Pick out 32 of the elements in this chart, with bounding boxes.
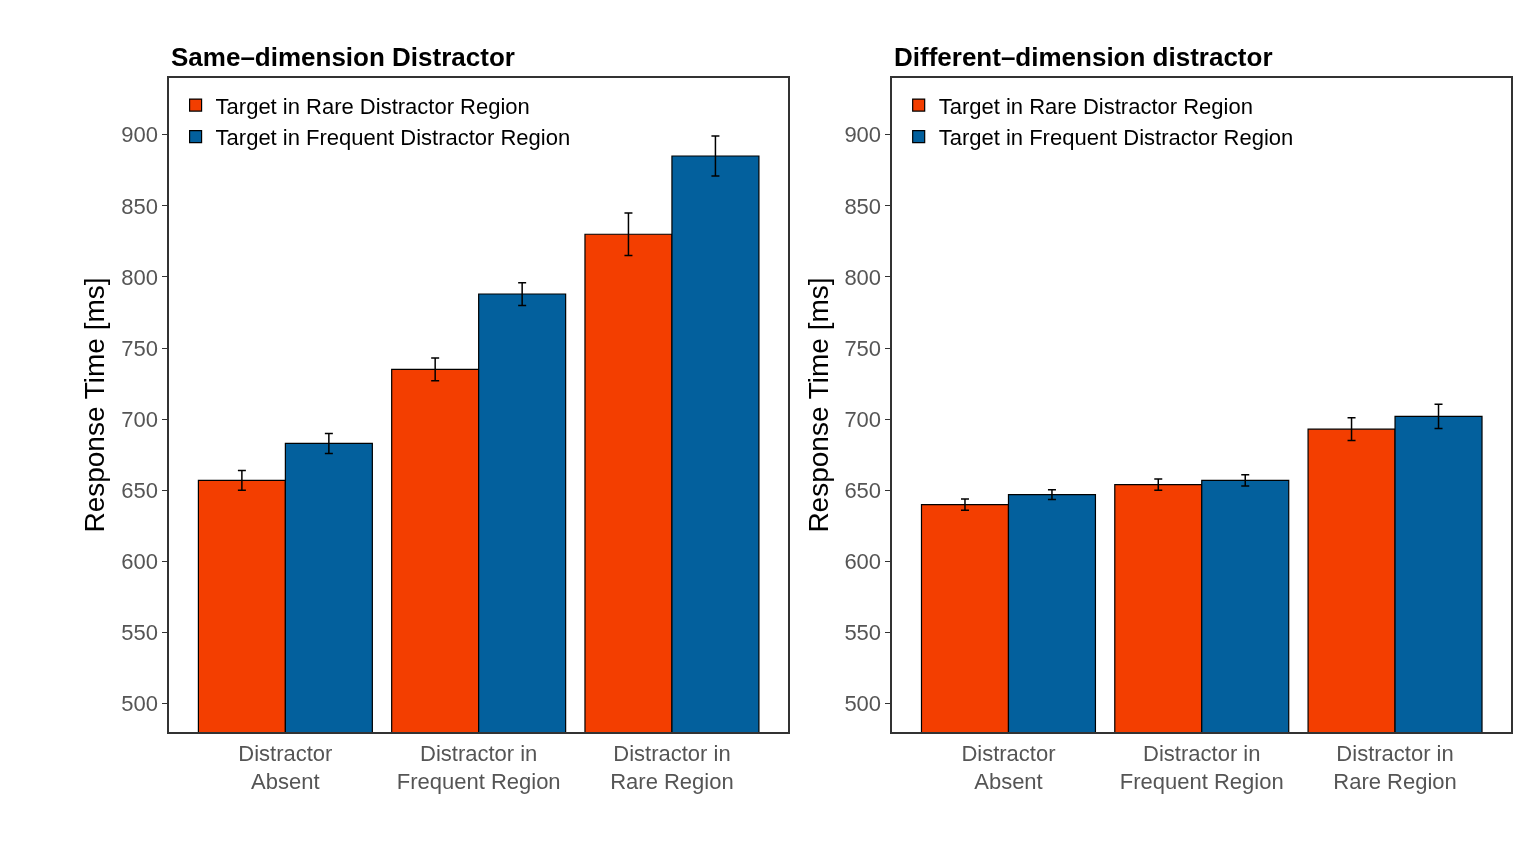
y-tick-label: 750 [121, 335, 158, 361]
y-tick-label: 700 [844, 406, 882, 432]
y-tick-label: 800 [844, 264, 882, 290]
y-axis-title: Response Time [ms] [79, 277, 111, 533]
legend-label: Target in Rare Distractor Region [215, 93, 530, 119]
y-tick-label: 600 [844, 549, 882, 575]
x-tick-label: Distractor in Frequent Region [396, 740, 561, 795]
y-tick-label: 550 [844, 620, 882, 646]
y-tick-label: 650 [844, 478, 882, 504]
y-tick-label: 650 [121, 478, 158, 504]
y-axis-title: Response Time [ms] [802, 277, 834, 533]
legend-label: Target in Frequent Distractor Region [938, 125, 1294, 151]
x-tick-label: Distractor in Frequent Region [1119, 740, 1284, 795]
x-tick-label: Distractor Absent [961, 740, 1056, 795]
y-tick-label: 550 [121, 620, 158, 646]
y-tick-label: 500 [121, 691, 158, 717]
legend-label: Target in Rare Distractor Region [938, 93, 1253, 119]
x-tick-label: Distractor in Rare Region [1333, 740, 1457, 795]
y-tick-label: 600 [121, 549, 158, 575]
y-tick-label: 850 [844, 193, 882, 219]
chart-title: Different–dimension distractor [894, 42, 1273, 72]
y-tick-label: 800 [121, 264, 158, 290]
legend-label: Target in Frequent Distractor Region [215, 125, 571, 151]
y-tick-label: 850 [121, 193, 158, 219]
y-tick-label: 750 [844, 335, 882, 361]
y-tick-label: 500 [844, 691, 882, 717]
chart-title: Same–dimension Distractor [171, 42, 515, 72]
y-tick-label: 700 [121, 406, 158, 432]
y-tick-label: 900 [844, 122, 882, 148]
y-tick-label: 900 [121, 122, 158, 148]
x-tick-label: Distractor Absent [238, 740, 333, 795]
x-tick-label: Distractor in Rare Region [610, 740, 734, 795]
